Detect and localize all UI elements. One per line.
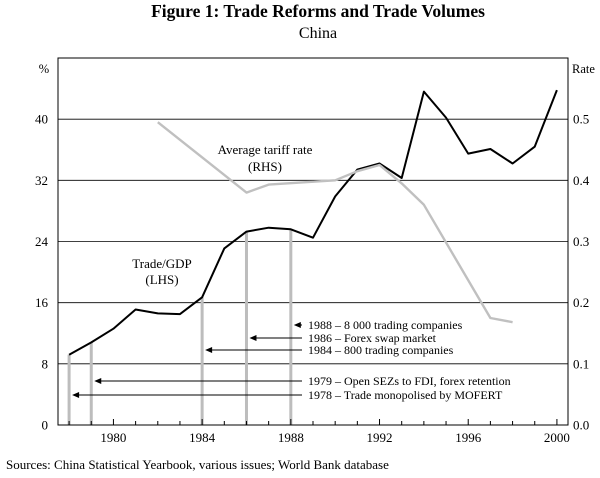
annotation-droplines <box>67 229 293 425</box>
left-tick-label: 40 <box>35 112 48 127</box>
axis-ticks: 0 8 16 24 32 40 0.0 0.1 0.2 0.3 0.4 0.5 1980 1984 1988… <box>35 112 590 445</box>
x-tick-label: 2000 <box>544 430 570 445</box>
gridlines <box>58 118 568 365</box>
trade-gdp-series-label: Trade/GDP <box>132 256 191 271</box>
chart-title: Figure 1: Trade Reforms and Trade Volume… <box>151 1 485 21</box>
trade-gdp-line <box>68 89 558 356</box>
source-note: Sources: China Statistical Yearbook, var… <box>6 457 389 472</box>
arrowhead-icon <box>205 347 213 353</box>
right-tick-label: 0.5 <box>573 112 589 127</box>
arrowhead-icon <box>72 392 80 398</box>
left-axis-unit: % <box>39 62 49 76</box>
right-tick-label: 0.4 <box>573 173 590 188</box>
right-tick-label: 0.0 <box>573 418 589 433</box>
tariff-series-axis-label: (RHS) <box>248 159 282 174</box>
trade-gdp-series-axis-label: (LHS) <box>145 272 178 287</box>
arrowhead-icon <box>293 322 301 328</box>
x-tick-label: 1984 <box>189 430 216 445</box>
x-tick-label: 1992 <box>367 430 393 445</box>
annotation-label-1984: 1984 – 800 trading companies <box>308 343 454 357</box>
series-layer <box>68 89 558 356</box>
x-tick-label: 1980 <box>100 430 126 445</box>
chart-subtitle: China <box>299 25 337 42</box>
x-tick-label: 1996 <box>455 430 482 445</box>
left-tick-label: 8 <box>42 356 49 371</box>
right-tick-label: 0.1 <box>573 356 589 371</box>
annotation-label-1979: 1979 – Open SEZs to FDI, forex retention <box>308 374 511 388</box>
right-tick-label: 0.2 <box>573 295 589 310</box>
right-axis-unit: Rate <box>572 62 595 76</box>
x-tick-label: 1988 <box>278 430 304 445</box>
annotation-label-1988: 1988 – 8 000 trading companies <box>308 318 463 332</box>
annotation-label-1986: 1986 – Forex swap market <box>308 331 437 345</box>
left-tick-label: 0 <box>42 418 49 433</box>
left-tick-label: 24 <box>35 234 49 249</box>
left-tick-label: 32 <box>35 173 48 188</box>
left-tick-label: 16 <box>35 295 49 310</box>
tariff-series-label: Average tariff rate <box>218 142 313 157</box>
annotation-label-1978: 1978 – Trade monopolised by MOFERT <box>308 388 503 402</box>
arrowhead-icon <box>94 378 102 384</box>
tariff-rate-line <box>157 121 513 324</box>
arrowhead-icon <box>249 335 257 341</box>
right-tick-label: 0.3 <box>573 234 589 249</box>
